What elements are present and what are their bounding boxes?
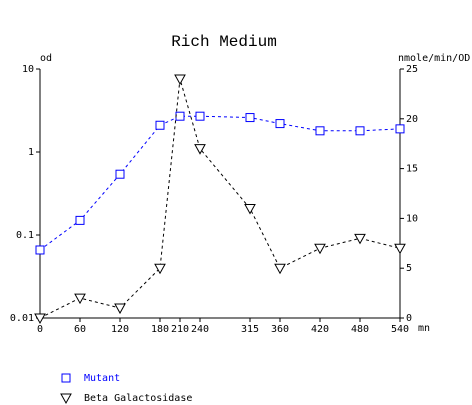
square-marker — [315, 126, 325, 136]
square-marker — [195, 111, 205, 121]
y2-tick-label: 10 — [406, 213, 418, 224]
y2-tick-label: 0 — [406, 313, 412, 324]
x-tick-label: 120 — [111, 324, 129, 335]
legend-label: Beta Galactosidase — [84, 393, 192, 404]
y2-tick-label: 20 — [406, 114, 418, 125]
triangle-marker — [314, 243, 326, 255]
square-marker — [395, 124, 405, 134]
x-tick-label: 210 — [171, 324, 189, 335]
triangle-marker — [244, 203, 256, 215]
square-marker — [175, 111, 185, 121]
square-marker — [275, 119, 285, 129]
triangle-marker — [60, 393, 72, 405]
y-tick-label: 0.01 — [10, 313, 34, 324]
square-marker — [355, 126, 365, 136]
y2-tick-label: 5 — [406, 263, 412, 274]
x-tick-label: 60 — [74, 324, 86, 335]
chart-title: Rich Medium — [171, 33, 277, 51]
y-tick-label: 0.1 — [16, 230, 34, 241]
series-line — [39, 115, 401, 251]
square-marker — [35, 245, 45, 255]
square-marker — [245, 113, 255, 123]
x-tick-label: 315 — [241, 324, 259, 335]
y-tick-label: 1 — [28, 147, 34, 158]
x-tick-label: 0 — [37, 324, 43, 335]
x-tick-label: 540 — [391, 324, 409, 335]
triangle-marker — [194, 144, 206, 155]
x-tick-label: 420 — [311, 324, 329, 335]
x-axis-label: mn — [418, 323, 430, 334]
x-tick-label: 180 — [151, 324, 169, 335]
square-marker — [75, 215, 85, 225]
triangle-marker — [154, 263, 166, 275]
x-tick-label: 360 — [271, 324, 289, 335]
series-line — [39, 78, 401, 319]
square-marker — [115, 169, 125, 179]
triangle-marker — [34, 313, 46, 325]
square-marker — [61, 373, 71, 383]
x-tick-label: 480 — [351, 324, 369, 335]
legend-label: Mutant — [84, 373, 120, 384]
y-axis-label: od — [40, 53, 52, 64]
y2-axis-label: nmole/min/OD — [398, 53, 470, 64]
triangle-marker — [174, 74, 186, 85]
triangle-marker — [114, 303, 126, 315]
y-tick-label: 10 — [22, 64, 34, 75]
triangle-marker — [274, 263, 286, 275]
triangle-marker — [74, 293, 86, 305]
triangle-marker — [394, 243, 406, 255]
triangle-marker — [354, 233, 366, 245]
square-marker — [155, 120, 165, 130]
y2-tick-label: 15 — [406, 164, 418, 175]
x-tick-label: 240 — [191, 324, 209, 335]
y2-tick-label: 25 — [406, 64, 418, 75]
